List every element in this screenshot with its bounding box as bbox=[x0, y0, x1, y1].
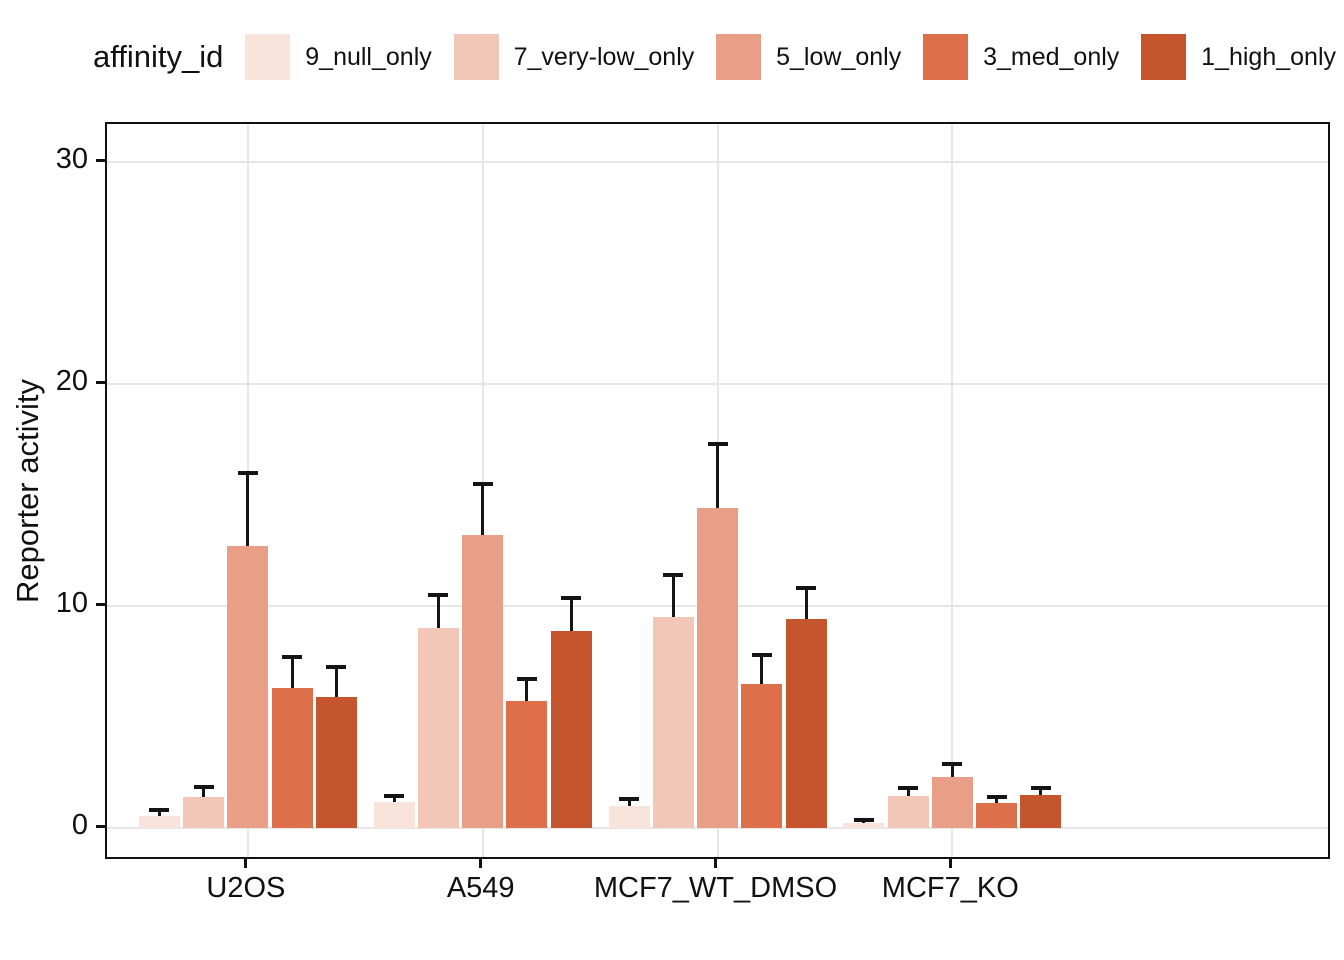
x-axis-tick bbox=[948, 859, 952, 868]
errorbar-line-MCF7_KO-1_high_only bbox=[1039, 787, 1043, 795]
bar-MCF7_WT_DMSO-9_null_only bbox=[608, 805, 650, 828]
legend: affinity_id 9_null_only 7_very-low_only 5_… bbox=[93, 28, 1336, 86]
y-axis-tick bbox=[96, 602, 105, 606]
errorbar-cap-MCF7_KO-3_med_only bbox=[986, 794, 1007, 799]
errorbar-line-A549-3_med_only bbox=[525, 679, 529, 702]
errorbar-cap-MCF7_KO-7_very-low_only bbox=[898, 785, 919, 790]
errorbar-cap-MCF7_WT_DMSO-3_med_only bbox=[751, 652, 772, 657]
gridline-vertical-MCF7_KO bbox=[951, 124, 954, 857]
errorbar-line-U2OS-3_med_only bbox=[290, 656, 294, 688]
errorbar-cap-A549-5_low_only bbox=[472, 481, 493, 486]
bar-MCF7_WT_DMSO-1_high_only bbox=[785, 619, 827, 828]
errorbar-cap-A549-1_high_only bbox=[561, 596, 582, 601]
errorbar-cap-U2OS-9_null_only bbox=[149, 808, 170, 813]
bar-MCF7_KO-1_high_only bbox=[1020, 794, 1062, 828]
legend-item-9_null_only: 9_null_only bbox=[245, 34, 432, 80]
errorbar-line-A549-5_low_only bbox=[481, 483, 485, 535]
errorbar-line-U2OS-7_very-low_only bbox=[202, 786, 206, 797]
errorbar-cap-U2OS-5_low_only bbox=[237, 470, 258, 475]
y-axis-tick-label: 0 bbox=[71, 808, 88, 841]
legend-label: 5_low_only bbox=[776, 42, 902, 71]
errorbar-line-A549-9_null_only bbox=[392, 795, 396, 803]
y-axis-tick-label: 10 bbox=[55, 586, 88, 619]
errorbar-line-MCF7_KO-5_low_only bbox=[950, 763, 954, 777]
errorbar-cap-MCF7_WT_DMSO-7_very-low_only bbox=[663, 572, 684, 577]
bar-MCF7_WT_DMSO-3_med_only bbox=[741, 683, 783, 828]
errorbar-line-MCF7_WT_DMSO-5_low_only bbox=[716, 443, 719, 509]
x-axis-tick-label: U2OS bbox=[206, 872, 286, 904]
legend-title: affinity_id bbox=[93, 39, 224, 74]
bar-A549-1_high_only bbox=[550, 631, 592, 828]
errorbar-line-MCF7_WT_DMSO-1_high_only bbox=[804, 588, 808, 620]
x-axis-tick-label: MCF7_WT_DMSO bbox=[593, 872, 838, 904]
bar-A549-3_med_only bbox=[506, 701, 548, 828]
bar-U2OS-1_high_only bbox=[315, 696, 357, 828]
bar-MCF7_WT_DMSO-5_low_only bbox=[697, 508, 738, 828]
legend-swatch-icon bbox=[1141, 34, 1187, 80]
errorbar-line-MCF7_KO-3_med_only bbox=[995, 796, 999, 804]
errorbar-cap-MCF7_KO-9_null_only bbox=[853, 818, 874, 823]
legend-swatch-icon bbox=[923, 34, 969, 80]
y-axis-tick bbox=[96, 380, 105, 384]
errorbar-line-A549-7_very-low_only bbox=[436, 594, 440, 629]
x-axis-tick bbox=[714, 859, 717, 868]
legend-item-1_high_only: 1_high_only bbox=[1141, 34, 1336, 80]
bar-U2OS-7_very-low_only bbox=[183, 796, 225, 828]
errorbar-cap-MCF7_WT_DMSO-1_high_only bbox=[796, 586, 816, 591]
bar-A549-9_null_only bbox=[373, 802, 415, 828]
y-axis-tick-label: 20 bbox=[55, 364, 88, 397]
bar-MCF7_KO-3_med_only bbox=[976, 803, 1018, 828]
legend-label: 1_high_only bbox=[1201, 42, 1336, 71]
errorbar-line-MCF7_WT_DMSO-9_null_only bbox=[627, 799, 631, 806]
bar-MCF7_WT_DMSO-7_very-low_only bbox=[652, 616, 694, 828]
errorbar-cap-A549-9_null_only bbox=[384, 793, 405, 798]
errorbar-cap-A549-3_med_only bbox=[516, 677, 537, 682]
legend-item-5_low_only: 5_low_only bbox=[716, 34, 901, 80]
errorbar-line-MCF7_WT_DMSO-7_very-low_only bbox=[671, 574, 675, 617]
errorbar-line-U2OS-1_high_only bbox=[334, 666, 338, 697]
bar-U2OS-3_med_only bbox=[271, 688, 313, 828]
legend-label: 7_very-low_only bbox=[513, 42, 695, 71]
plot-panel bbox=[105, 122, 1330, 859]
legend-swatch-icon bbox=[716, 34, 762, 80]
errorbar-cap-U2OS-7_very-low_only bbox=[193, 784, 214, 789]
errorbar-cap-MCF7_WT_DMSO-5_low_only bbox=[707, 441, 728, 446]
legend-swatch-icon bbox=[245, 34, 291, 80]
errorbar-cap-U2OS-1_high_only bbox=[326, 664, 347, 669]
bar-MCF7_KO-7_very-low_only bbox=[887, 795, 929, 828]
bar-MCF7_KO-5_low_only bbox=[931, 776, 973, 828]
errorbar-line-U2OS-5_low_only bbox=[246, 472, 250, 546]
x-axis-tick bbox=[244, 859, 248, 868]
errorbar-cap-U2OS-3_med_only bbox=[282, 654, 303, 659]
legend-swatch-icon bbox=[453, 34, 499, 80]
errorbar-line-U2OS-9_null_only bbox=[157, 810, 161, 816]
legend-item-7_very-low_only: 7_very-low_only bbox=[453, 34, 695, 80]
bar-U2OS-9_null_only bbox=[138, 815, 180, 828]
bar-A549-7_very-low_only bbox=[417, 628, 459, 828]
errorbar-cap-MCF7_KO-1_high_only bbox=[1030, 785, 1051, 790]
legend-label: 3_med_only bbox=[983, 42, 1120, 71]
errorbar-line-A549-1_high_only bbox=[569, 598, 573, 632]
x-axis-tick bbox=[479, 859, 483, 868]
x-axis-tick-label: A549 bbox=[446, 872, 515, 904]
y-axis-tick bbox=[96, 158, 105, 162]
errorbar-line-MCF7_KO-7_very-low_only bbox=[906, 787, 910, 796]
errorbar-cap-MCF7_WT_DMSO-9_null_only bbox=[619, 797, 639, 802]
y-axis-tick bbox=[96, 824, 105, 828]
x-axis-tick-label: MCF7_KO bbox=[881, 872, 1019, 904]
errorbar-cap-A549-7_very-low_only bbox=[428, 592, 449, 597]
legend-item-3_med_only: 3_med_only bbox=[923, 34, 1119, 80]
errorbar-line-MCF7_WT_DMSO-3_med_only bbox=[760, 654, 764, 684]
bar-A549-5_low_only bbox=[462, 534, 504, 828]
errorbar-cap-MCF7_KO-5_low_only bbox=[942, 761, 963, 766]
y-axis-tick-label: 30 bbox=[55, 142, 88, 175]
bar-U2OS-5_low_only bbox=[227, 545, 269, 828]
bar-MCF7_KO-9_null_only bbox=[843, 823, 885, 828]
legend-label: 9_null_only bbox=[305, 42, 432, 71]
